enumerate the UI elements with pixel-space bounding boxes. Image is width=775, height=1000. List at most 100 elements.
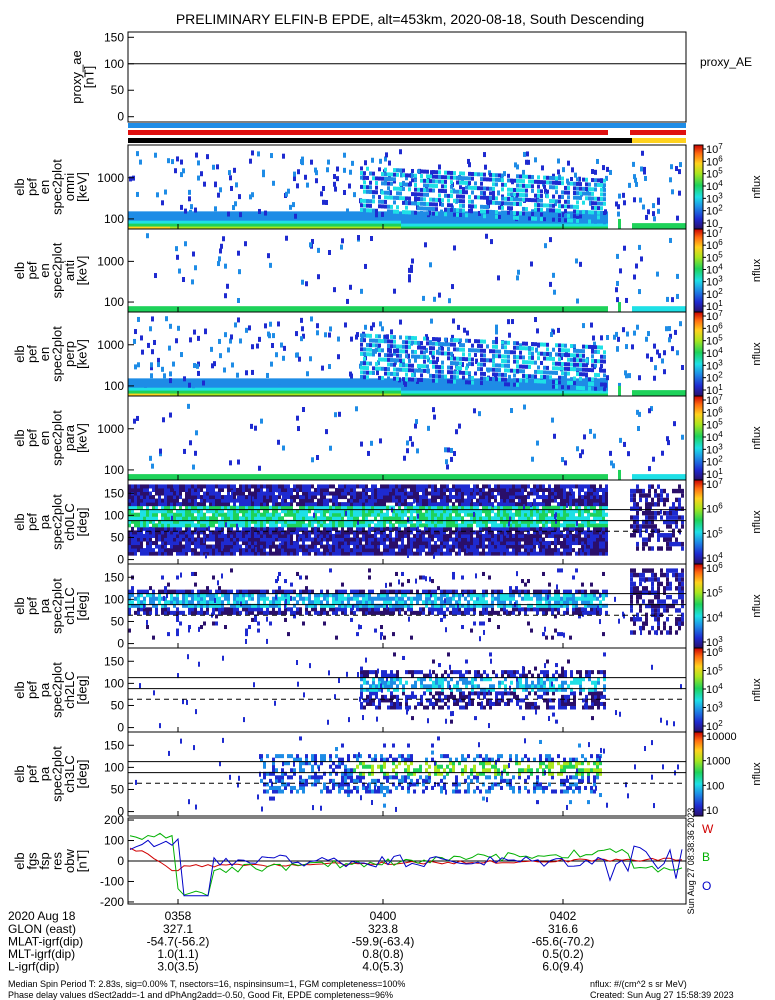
spectrogram-cell	[377, 378, 380, 382]
spectrogram-cell	[470, 378, 473, 382]
spectrogram-cell	[311, 474, 314, 478]
spectrogram-cell	[146, 477, 149, 481]
spectrogram-cell	[128, 390, 131, 394]
spectrogram-cell	[218, 217, 221, 221]
spectrogram-cell	[594, 205, 597, 210]
spectrogram-cell	[287, 188, 290, 194]
spectrogram-cell	[182, 393, 185, 397]
spectrogram-cell	[387, 177, 390, 182]
spectrogram-cell	[140, 220, 143, 224]
spectrogram-cell	[527, 211, 530, 215]
spectrogram-cell	[466, 363, 469, 369]
spectrogram-cell	[236, 390, 239, 394]
spectrogram-cell	[164, 487, 167, 492]
spectrogram-cell	[576, 191, 579, 196]
spectrogram-cell	[128, 226, 131, 230]
spectrogram-cell	[636, 324, 639, 330]
spectrogram-cell	[366, 166, 369, 171]
status-bar-yellow	[632, 138, 686, 143]
spectrogram-cell	[383, 214, 386, 218]
spectrogram-cell	[369, 370, 372, 375]
spectrogram-cell	[413, 390, 416, 394]
spectrogram-cell	[308, 384, 311, 388]
spectrogram-cell	[173, 537, 176, 542]
spectrogram-cell	[498, 201, 501, 206]
spectrogram-cell	[263, 390, 266, 394]
spectrogram-cell	[667, 440, 670, 446]
spectrogram-cell	[394, 359, 397, 365]
spectrogram-cell	[287, 477, 290, 481]
spectrogram-cell	[152, 541, 155, 546]
spectrogram-cell	[422, 295, 425, 301]
spectrogram-cell	[603, 220, 606, 225]
spectrogram-cell	[495, 367, 498, 372]
spectrogram-cell	[353, 214, 356, 218]
spectrogram-cell	[545, 309, 548, 313]
spectrogram-cell	[242, 477, 245, 481]
spectrogram-cell	[407, 217, 410, 221]
spectrogram-cell	[254, 223, 257, 227]
spectrogram-cell	[404, 309, 407, 313]
spectrogram-cell	[465, 176, 468, 181]
spectrogram-cell	[326, 309, 329, 313]
spectrogram-cell	[154, 152, 157, 158]
spectrogram-cell	[581, 474, 584, 478]
spectrogram-cell	[441, 365, 444, 370]
spectrogram-cell	[594, 363, 597, 368]
spectrogram-cell	[429, 197, 432, 202]
spectrogram-cell	[452, 306, 455, 310]
spectrogram-cell	[398, 384, 401, 388]
spectrogram-cell	[561, 362, 564, 367]
spectrogram-cell	[597, 178, 600, 183]
spectrogram-cell	[167, 220, 170, 224]
spectrogram-cell	[628, 373, 631, 379]
colorbar-label: nflux	[751, 426, 763, 450]
spectrogram-cell	[456, 198, 459, 203]
spectrogram-cell	[293, 217, 296, 221]
spectrogram-cell	[375, 176, 378, 181]
spectrogram-cell	[302, 390, 305, 394]
spectrogram-cell	[233, 220, 236, 224]
spectrogram-cell	[578, 176, 581, 182]
spectrogram-cell	[632, 223, 635, 229]
spectrogram-cell	[263, 474, 266, 478]
spectrogram-cell	[429, 373, 432, 378]
spectrogram-cell	[338, 226, 341, 230]
spectrogram-cell	[393, 367, 396, 372]
spectrogram-cell	[134, 306, 137, 310]
spectrogram-cell	[260, 477, 263, 481]
spectrogram-cell	[383, 474, 386, 478]
spectrogram-cell	[476, 378, 479, 382]
colorbar-tick-label: 104	[706, 430, 723, 444]
spectrogram-cell	[423, 368, 426, 373]
spectrogram-cell	[320, 393, 323, 397]
spectrogram-cell	[461, 306, 464, 310]
spectrogram-cell	[140, 211, 143, 215]
spectrogram-cell	[440, 306, 443, 310]
spectrogram-cell	[408, 377, 411, 382]
spectrogram-cell	[176, 491, 179, 496]
spectrogram-cell	[176, 541, 179, 546]
spectrogram-cell	[521, 381, 524, 385]
spectrogram-cell	[362, 393, 365, 397]
spectrogram-cell	[251, 150, 254, 156]
spectrogram-cell	[441, 346, 444, 351]
spectrogram-cell	[257, 381, 260, 385]
spectrogram-cell	[531, 211, 534, 216]
spectrogram-cell	[221, 474, 224, 478]
spectrogram-cell	[434, 393, 437, 397]
spectrogram-cell	[305, 393, 308, 397]
spectrogram-cell	[564, 218, 567, 223]
spectrogram-cell	[579, 453, 582, 459]
spectrogram-cell	[522, 369, 525, 374]
spectrogram-cell	[588, 219, 591, 224]
spectrogram-cell	[561, 195, 564, 200]
spectrogram-cell	[182, 487, 185, 492]
spectrogram-cell	[326, 390, 329, 394]
spectrogram-cell	[266, 477, 269, 481]
spectrogram-cell	[459, 194, 462, 199]
spectrogram-cell	[173, 526, 176, 531]
spectrogram-cell	[239, 220, 242, 224]
spectrogram-cell	[501, 215, 504, 220]
spectrogram-cell	[335, 211, 338, 215]
